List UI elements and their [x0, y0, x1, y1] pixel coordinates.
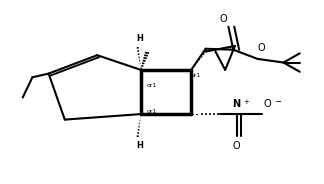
Text: O: O — [220, 14, 227, 24]
Text: N: N — [232, 99, 241, 109]
Text: or1: or1 — [147, 83, 157, 88]
Text: H: H — [136, 141, 143, 150]
Text: or1: or1 — [147, 109, 157, 114]
Text: O: O — [257, 43, 265, 53]
Text: or1: or1 — [191, 73, 201, 78]
Text: H: H — [136, 34, 143, 43]
Text: +: + — [243, 99, 249, 105]
Text: O: O — [233, 141, 240, 151]
Text: −: − — [274, 97, 281, 106]
Text: O: O — [263, 100, 271, 109]
